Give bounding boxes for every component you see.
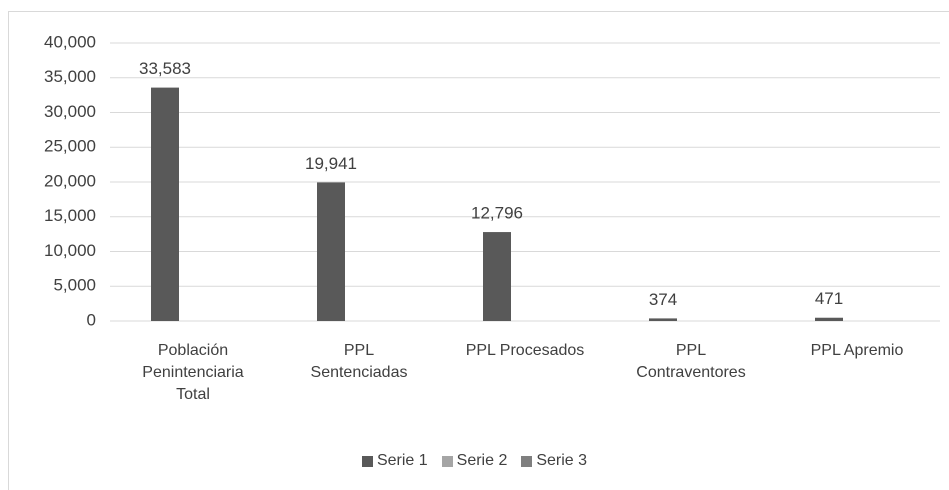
x-tick-label: PPL Apremio	[810, 342, 904, 359]
legend-swatch	[441, 455, 453, 467]
data-label: 12,796	[471, 204, 523, 223]
legend-swatch	[521, 455, 533, 467]
y-tick-label: 40,000	[44, 32, 96, 51]
legend-label: Serie 1	[376, 452, 428, 469]
y-tick-label: 35,000	[44, 67, 96, 86]
data-label: 374	[649, 290, 677, 309]
y-tick-label: 25,000	[44, 137, 96, 156]
y-tick-label: 5,000	[53, 276, 96, 295]
data-label: 33,583	[139, 59, 191, 78]
legend-item: Serie 1	[361, 452, 428, 470]
legend-label: Serie 2	[456, 452, 508, 469]
y-tick-label: 10,000	[44, 241, 96, 260]
bar	[317, 182, 345, 321]
bar	[483, 232, 511, 321]
chart-border	[8, 11, 949, 490]
bar	[151, 87, 179, 322]
data-label: 19,941	[305, 154, 357, 173]
legend-item: Serie 2	[441, 452, 508, 470]
legend: Serie 1 Serie 2 Serie 3	[0, 452, 949, 470]
x-tick-label: Población Penintenciaria Total	[142, 342, 244, 403]
y-tick-label: 0	[87, 310, 96, 329]
y-tick-label: 20,000	[44, 171, 96, 190]
legend-label: Serie 3	[536, 452, 588, 469]
x-tick-label: PPL Procesados	[465, 342, 585, 359]
legend-swatch	[361, 455, 373, 467]
data-label: 471	[815, 289, 843, 308]
x-tick-label: PPL Contraventores	[636, 342, 746, 381]
bar	[815, 317, 843, 321]
bar	[649, 318, 677, 321]
y-tick-label: 30,000	[44, 102, 96, 121]
legend-item: Serie 3	[521, 452, 587, 470]
y-tick-label: 15,000	[44, 206, 96, 225]
x-tick-label: PPL Sentenciadas	[310, 342, 408, 381]
